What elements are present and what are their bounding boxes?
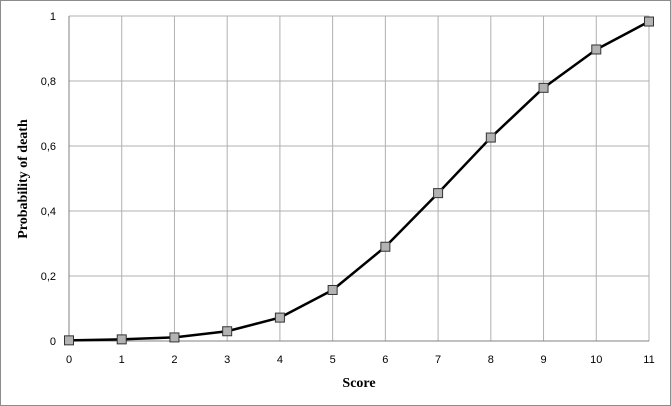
data-point-marker	[485, 132, 496, 143]
x-tick-label: 2	[171, 354, 177, 366]
y-tick-labels: 0 0,2 0,4 0,6 0,8 1	[41, 11, 56, 348]
y-tick-label: 0	[50, 336, 56, 348]
y-axis-title: Probability of death	[16, 119, 31, 239]
grid-lines	[68, 15, 650, 342]
x-tick-label: 8	[488, 354, 494, 366]
data-point-marker	[64, 335, 74, 346]
data-point-marker	[169, 332, 180, 343]
data-point-marker	[380, 241, 391, 252]
x-tick-label: 6	[382, 354, 388, 366]
y-tick-label: 1	[50, 11, 56, 23]
series-line	[68, 20, 650, 342]
y-tick-label: 0,6	[41, 141, 56, 153]
x-axis-title: Score	[342, 376, 375, 391]
data-point-marker	[274, 312, 285, 323]
x-tick-label: 9	[540, 354, 546, 366]
x-tick-label: 10	[590, 354, 602, 366]
data-point-marker	[538, 82, 549, 93]
data-point-marker	[116, 334, 127, 345]
x-tick-label: 7	[435, 354, 441, 366]
y-tick-label: 0,2	[41, 271, 56, 283]
data-point-marker	[591, 44, 602, 55]
x-tick-label: 0	[66, 354, 72, 366]
x-tick-labels: 0 1 2 3 4 5 6 7 8 9 10 11	[66, 354, 655, 366]
data-points	[64, 16, 654, 346]
y-tick-label: 0,8	[41, 76, 56, 88]
data-point-marker	[433, 188, 444, 199]
data-point-marker	[327, 284, 338, 295]
data-point-marker	[644, 16, 654, 27]
y-tick-label: 0,4	[41, 206, 56, 218]
x-tick-label: 5	[330, 354, 336, 366]
x-tick-label: 4	[277, 354, 283, 366]
x-tick-label: 11	[643, 354, 654, 366]
x-tick-label: 1	[119, 354, 125, 366]
data-point-marker	[222, 326, 233, 337]
x-tick-label: 3	[224, 354, 230, 366]
